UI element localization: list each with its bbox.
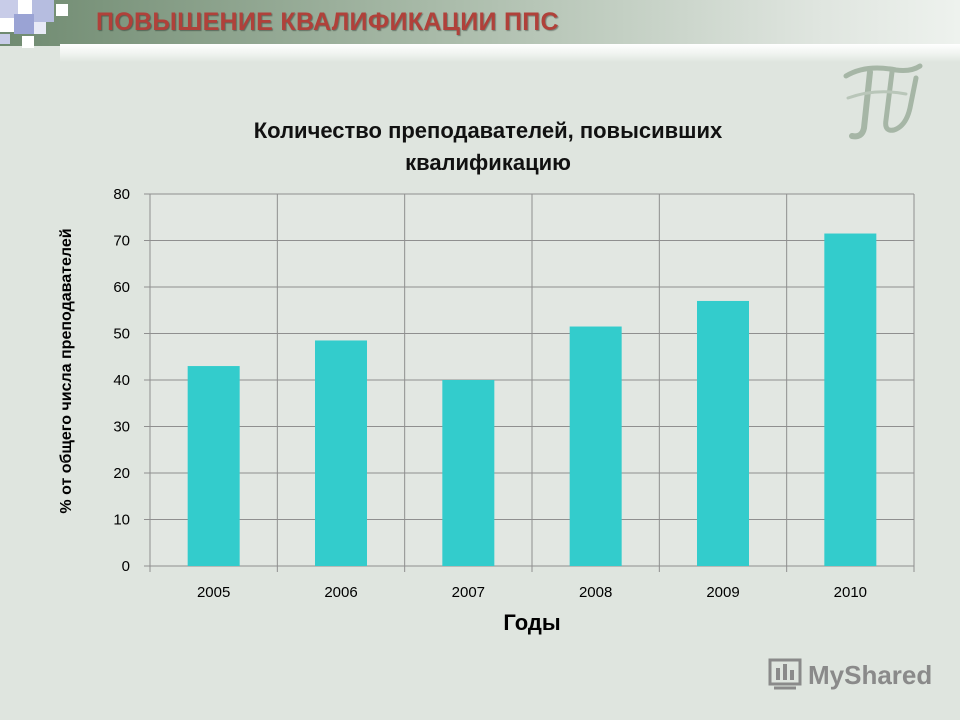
x-tick-label: 2010: [834, 584, 867, 601]
corner-decoration: [0, 0, 80, 60]
title-underline: [60, 44, 960, 62]
y-tick-label: 40: [113, 372, 130, 389]
y-tick-label: 50: [113, 326, 130, 343]
x-tick-label: 2006: [324, 584, 357, 601]
x-tick-label: 2008: [579, 584, 612, 601]
bar-2009: [697, 300, 749, 566]
university-monogram-logo: [843, 63, 923, 140]
chart-title-line: Количество преподавателей, повысивших: [254, 118, 723, 143]
y-tick-label: 0: [122, 558, 130, 575]
y-tick-label: 20: [113, 465, 130, 482]
watermark-text: MyShared: [808, 660, 933, 690]
bar-2006: [315, 340, 367, 566]
bar-2005: [187, 366, 240, 566]
y-tick-label: 70: [113, 233, 130, 250]
x-tick-label: 2009: [706, 584, 739, 601]
chart-title-line: квалификацию: [405, 150, 571, 175]
slide-title: ПОВЫШЕНИЕ КВАЛИФИКАЦИИ ППС: [96, 8, 559, 36]
x-tick-label: 2007: [452, 584, 485, 601]
x-axis-title: Годы: [503, 610, 560, 635]
bar-2010: [824, 233, 877, 566]
y-tick-label: 10: [113, 512, 130, 529]
title-bar: [0, 0, 960, 46]
y-tick-label: 60: [113, 279, 130, 296]
bar-2008: [569, 326, 622, 566]
watermark-icon: [768, 658, 802, 690]
y-tick-label: 30: [113, 419, 130, 436]
y-tick-label: 80: [113, 186, 130, 203]
bar-2007: [442, 380, 495, 566]
x-tick-label: 2005: [197, 584, 230, 601]
y-axis-title: % от общего числа преподавателей: [58, 228, 75, 513]
